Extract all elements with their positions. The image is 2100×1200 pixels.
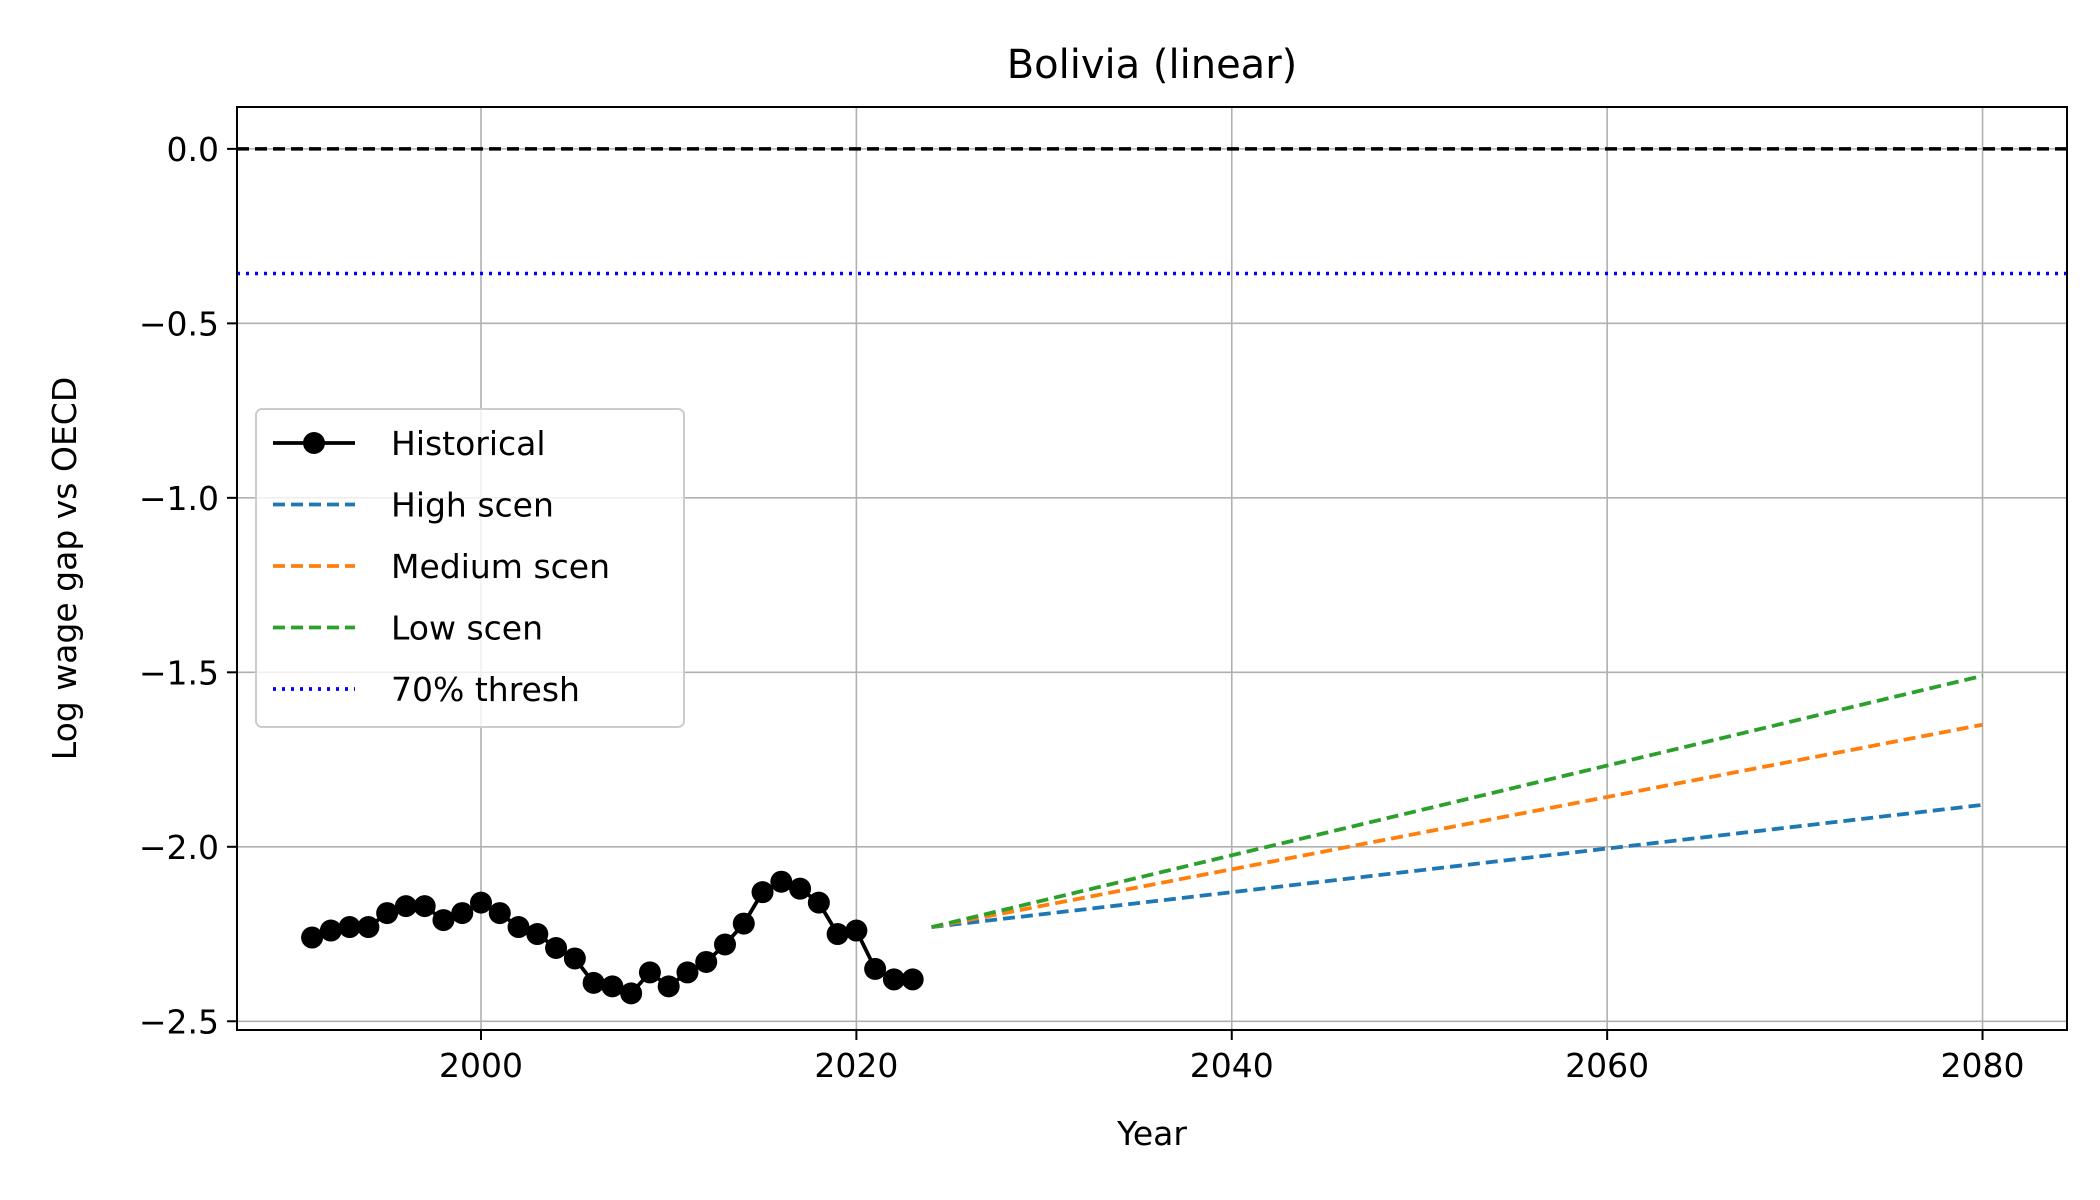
x-tick-label: 2000 bbox=[439, 1046, 523, 1085]
series-line-high-scen bbox=[931, 803, 1983, 929]
data-point-historical bbox=[470, 891, 492, 914]
legend-label-low-scen: Low scen bbox=[391, 609, 543, 648]
y-tick-label: −1.0 bbox=[139, 479, 219, 518]
data-point-historical bbox=[545, 936, 568, 959]
data-point-historical bbox=[413, 895, 436, 918]
y-tick-label: −1.5 bbox=[139, 653, 219, 692]
x-tick-label: 2080 bbox=[1941, 1046, 2025, 1085]
data-point-historical bbox=[901, 968, 924, 991]
data-point-historical bbox=[582, 971, 605, 994]
data-point-historical bbox=[732, 912, 755, 935]
data-point-historical bbox=[301, 926, 324, 949]
data-point-historical bbox=[526, 923, 549, 946]
data-point-historical bbox=[338, 916, 361, 939]
data-point-historical bbox=[376, 902, 399, 925]
chart-title: Bolivia (linear) bbox=[1007, 42, 1298, 88]
data-point-historical bbox=[676, 961, 699, 984]
data-point-historical bbox=[714, 933, 736, 956]
data-point-historical bbox=[789, 877, 812, 900]
legend-label-medium-scen: Medium scen bbox=[391, 547, 610, 586]
data-point-historical bbox=[638, 961, 661, 984]
data-point-historical bbox=[657, 975, 680, 998]
data-point-historical bbox=[601, 975, 624, 998]
x-tick-label: 2060 bbox=[1565, 1046, 1649, 1085]
y-tick-label: 0.0 bbox=[167, 130, 219, 169]
y-tick-label: −2.0 bbox=[139, 828, 219, 867]
data-point-historical bbox=[620, 982, 643, 1005]
legend-box bbox=[255, 408, 685, 728]
ticks: 2000 2020 2040 2060 2080 0.0 −0.5 −1.0 −1.5 −2.0 −… bbox=[139, 130, 2025, 1085]
plot-frame bbox=[236, 106, 2068, 1031]
data-point-historical bbox=[751, 881, 774, 904]
legend-label-historical: Historical bbox=[391, 424, 546, 463]
data-point-historical bbox=[451, 902, 474, 925]
data-point-historical bbox=[826, 923, 849, 946]
data-point-historical bbox=[563, 947, 586, 970]
data-point-historical bbox=[432, 909, 455, 932]
series bbox=[301, 673, 1983, 1005]
data-point-historical bbox=[319, 919, 342, 942]
data-point-historical bbox=[695, 950, 718, 973]
data-point-historical bbox=[882, 968, 905, 991]
series-line-low-scen bbox=[931, 673, 1983, 929]
x-axis-label: Year bbox=[1116, 1114, 1187, 1153]
grid bbox=[237, 107, 2067, 1030]
data-point-historical bbox=[807, 891, 830, 914]
data-point-historical bbox=[488, 902, 511, 925]
legend-label-70-thresh: 70% thresh bbox=[391, 670, 580, 709]
legend: Historical High scen Medium scen Low scen 70… bbox=[255, 408, 685, 728]
data-point-historical bbox=[394, 895, 417, 918]
data-point-historical bbox=[507, 916, 530, 939]
data-point-historical bbox=[357, 916, 380, 939]
series-line-medium-scen bbox=[931, 722, 1983, 929]
x-tick-label: 2020 bbox=[814, 1046, 898, 1085]
reference-lines bbox=[237, 147, 2067, 276]
data-point-historical bbox=[770, 870, 793, 893]
data-point-historical bbox=[864, 957, 887, 980]
x-tick-label: 2040 bbox=[1190, 1046, 1274, 1085]
legend-marker-historical bbox=[303, 432, 325, 454]
y-tick-label: −2.5 bbox=[139, 1002, 219, 1041]
legend-label-high-scen: High scen bbox=[391, 486, 554, 525]
y-tick-label: −0.5 bbox=[139, 304, 219, 343]
data-point-historical bbox=[845, 919, 868, 942]
y-axis-label: Log wage gap vs OECD bbox=[45, 377, 84, 760]
